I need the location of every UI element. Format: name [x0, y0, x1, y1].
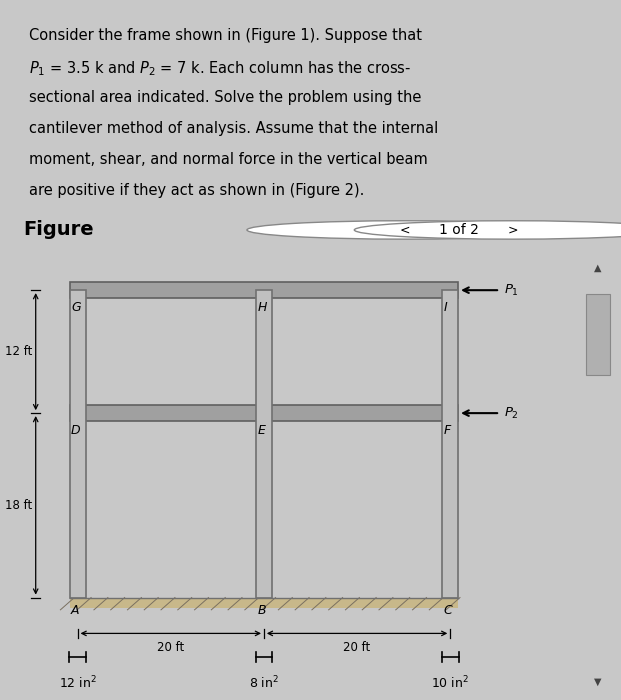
Text: A: A: [71, 604, 79, 617]
Text: sectional area indicated. Solve the problem using the: sectional area indicated. Solve the prob…: [29, 90, 422, 105]
Circle shape: [247, 220, 563, 239]
Bar: [70, 405, 458, 421]
Text: 10 in$^2$: 10 in$^2$: [431, 674, 469, 691]
Text: $P_2$: $P_2$: [504, 405, 519, 421]
Text: I: I: [443, 301, 448, 314]
Text: 12 in$^2$: 12 in$^2$: [58, 674, 97, 691]
Text: Consider the frame shown in (Figure 1). Suppose that: Consider the frame shown in (Figure 1). …: [29, 28, 422, 43]
Bar: [442, 290, 458, 598]
Text: 20 ft: 20 ft: [157, 640, 184, 654]
Text: 1 of 2: 1 of 2: [439, 223, 479, 237]
Text: are positive if they act as shown in (Figure 2).: are positive if they act as shown in (Fi…: [29, 183, 365, 197]
Text: ▼: ▼: [594, 676, 602, 687]
Text: F: F: [443, 424, 451, 437]
Text: D: D: [71, 424, 81, 437]
Text: H: H: [257, 301, 267, 314]
Text: $P_1$ = 3.5 k and $P_2$ = 7 k. Each column has the cross-: $P_1$ = 3.5 k and $P_2$ = 7 k. Each colu…: [29, 59, 412, 78]
Circle shape: [355, 220, 621, 239]
Bar: [70, 290, 86, 598]
Text: E: E: [257, 424, 265, 437]
Text: $P_1$: $P_1$: [504, 283, 519, 298]
Bar: [586, 294, 610, 375]
Bar: [70, 598, 458, 608]
Text: cantilever method of analysis. Assume that the internal: cantilever method of analysis. Assume th…: [29, 120, 438, 136]
Text: moment, shear, and normal force in the vertical beam: moment, shear, and normal force in the v…: [29, 152, 428, 167]
Text: 12 ft: 12 ft: [4, 345, 32, 358]
Text: 8 in$^2$: 8 in$^2$: [249, 674, 279, 691]
Text: B: B: [257, 604, 266, 617]
Text: 18 ft: 18 ft: [5, 499, 32, 512]
Text: C: C: [443, 604, 453, 617]
Text: ▲: ▲: [594, 262, 602, 273]
Text: <: <: [400, 223, 410, 237]
Bar: [70, 283, 458, 298]
Bar: [256, 290, 272, 598]
Text: G: G: [71, 301, 81, 314]
Text: 20 ft: 20 ft: [343, 640, 371, 654]
Text: >: >: [507, 223, 518, 237]
Text: Figure: Figure: [24, 220, 94, 239]
